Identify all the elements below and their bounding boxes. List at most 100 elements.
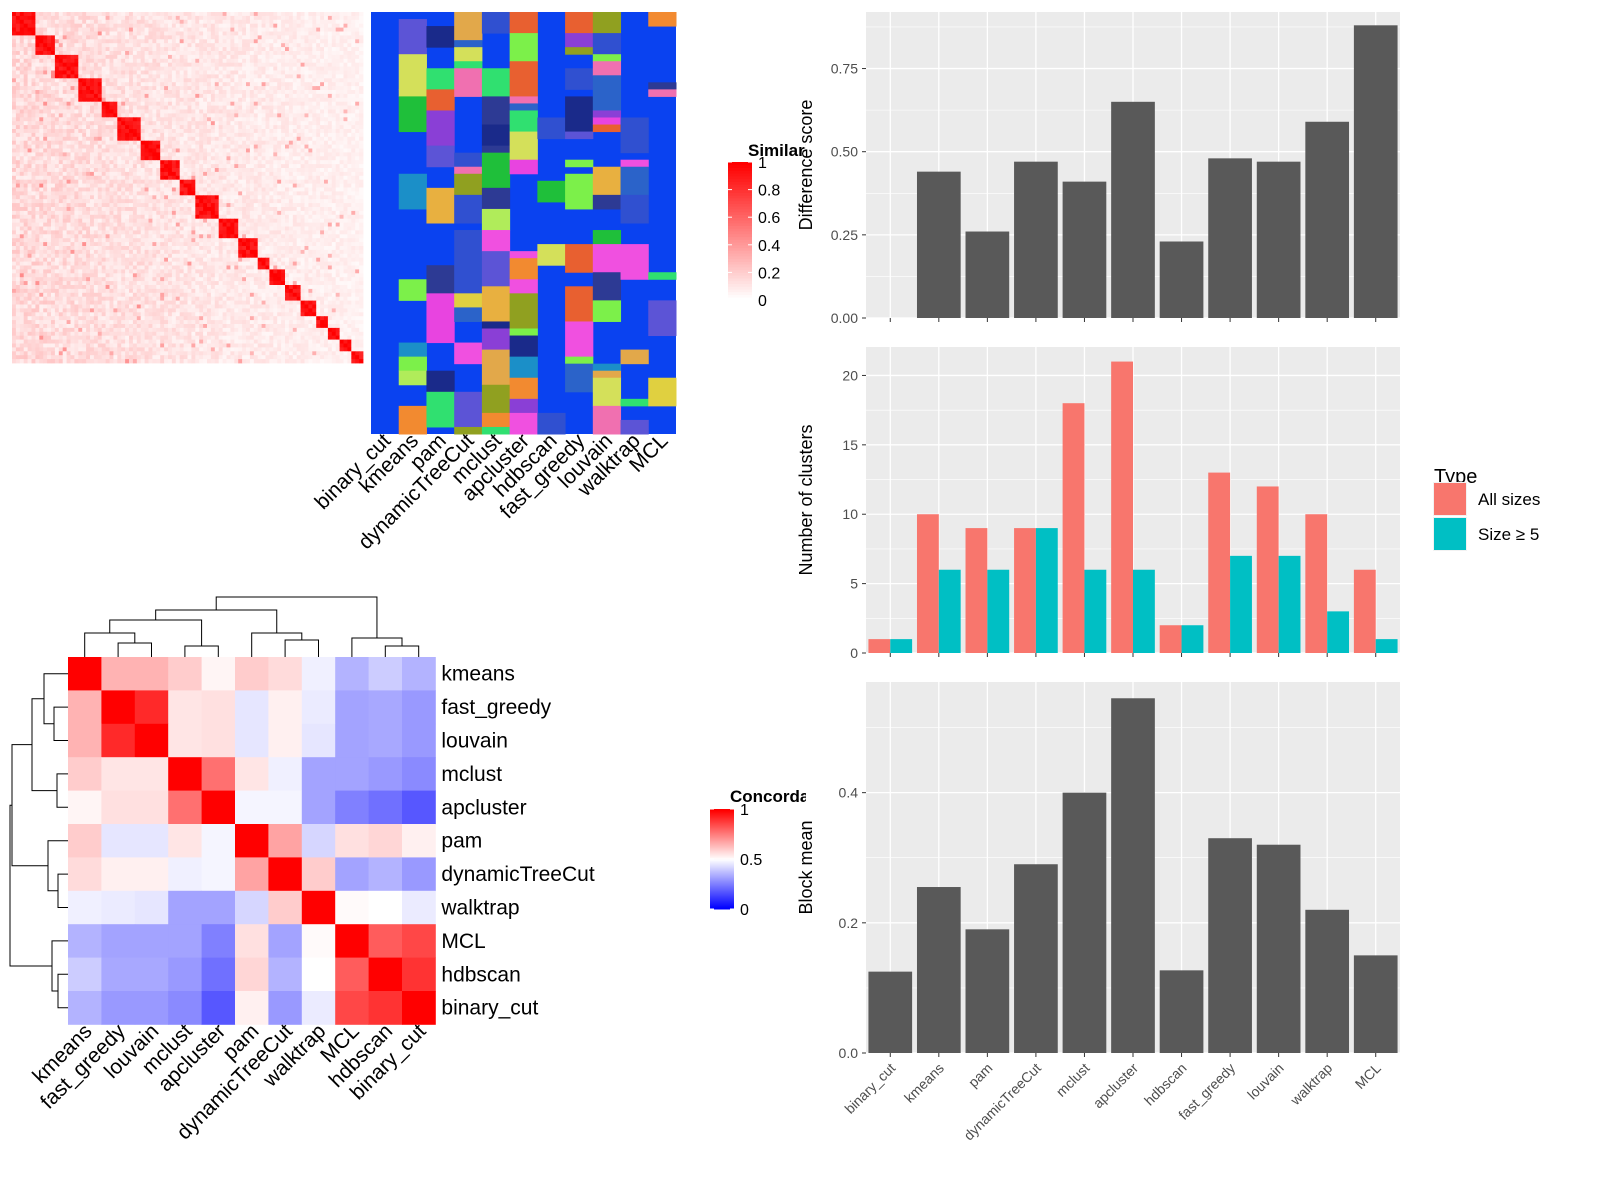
similarity-cell xyxy=(249,207,255,212)
similarity-cell xyxy=(296,144,301,149)
similarity-cell xyxy=(234,195,239,200)
similarity-cell xyxy=(347,191,352,196)
similarity-cell xyxy=(183,136,188,142)
similarity-cell xyxy=(191,156,196,161)
similarity-cell xyxy=(23,82,28,87)
similarity-cell xyxy=(156,195,161,200)
similarity-cell xyxy=(288,222,294,227)
similarity-cell xyxy=(230,19,235,25)
similarity-cell xyxy=(238,82,243,87)
similarity-cell xyxy=(281,132,286,138)
similarity-cell xyxy=(82,97,87,103)
similarity-cell xyxy=(168,97,173,103)
similarity-cell xyxy=(129,210,134,216)
similarity-cell xyxy=(90,39,95,44)
similarity-cell xyxy=(347,12,352,17)
similarity-cell xyxy=(183,140,188,145)
similarity-cell xyxy=(78,187,83,192)
similarity-cell xyxy=(140,199,145,204)
similarity-cell xyxy=(101,74,106,79)
similarity-cell xyxy=(355,140,360,145)
similarity-cell xyxy=(19,187,25,192)
similarity-cell xyxy=(171,156,177,161)
similarity-cell xyxy=(316,15,321,21)
similarity-cell xyxy=(230,222,235,227)
similarity-cell xyxy=(54,195,60,200)
similarity-cell xyxy=(335,199,340,204)
similarity-cell xyxy=(82,70,87,75)
similarity-cell xyxy=(51,207,56,212)
similarity-cell xyxy=(148,148,153,153)
similarity-cell xyxy=(148,101,153,106)
similarity-cell xyxy=(253,164,259,169)
similarity-cell xyxy=(144,160,149,165)
similarity-cell xyxy=(203,70,208,75)
similarity-cell xyxy=(31,39,36,44)
similarity-cell xyxy=(308,132,313,138)
similarity-cell xyxy=(129,171,134,177)
similarity-cell xyxy=(355,35,360,40)
similarity-cell xyxy=(51,62,56,67)
similarity-cell xyxy=(140,187,145,192)
similarity-cell xyxy=(35,23,40,28)
similarity-cell xyxy=(160,12,165,17)
similarity-cell xyxy=(222,23,227,28)
similarity-cell xyxy=(12,78,17,83)
similarity-cell xyxy=(117,74,122,79)
similarity-cell xyxy=(351,171,356,177)
similarity-cell xyxy=(359,35,364,40)
similarity-cell xyxy=(144,195,149,200)
similarity-cell xyxy=(335,148,340,153)
similarity-cell xyxy=(144,101,149,106)
similarity-cell xyxy=(58,121,64,126)
similarity-cell xyxy=(249,113,255,118)
similarity-cell xyxy=(210,125,216,130)
similarity-cell xyxy=(296,82,301,87)
similarity-cell xyxy=(58,125,64,130)
similarity-cell xyxy=(129,132,134,138)
similarity-cell xyxy=(351,191,356,196)
similarity-cell xyxy=(152,207,157,212)
similarity-cell xyxy=(58,164,64,169)
similarity-cell xyxy=(269,19,274,25)
similarity-cell xyxy=(339,97,344,103)
similarity-cell xyxy=(74,66,79,71)
similarity-cell xyxy=(51,113,56,118)
similarity-cell xyxy=(249,58,255,64)
similarity-cell xyxy=(148,86,153,91)
similarity-cell xyxy=(82,101,87,106)
similarity-cell xyxy=(210,171,216,177)
similarity-cell xyxy=(199,156,204,161)
similarity-cell xyxy=(12,222,17,227)
similarity-cell xyxy=(304,19,309,25)
similarity-cell xyxy=(246,35,251,40)
similarity-cell xyxy=(90,82,95,87)
similarity-cell xyxy=(304,66,309,71)
similarity-cell xyxy=(261,97,266,103)
similarity-cell xyxy=(238,168,243,173)
similarity-cell xyxy=(74,203,79,208)
similarity-cell xyxy=(156,15,161,21)
similarity-cell xyxy=(347,58,352,64)
similarity-cell xyxy=(156,90,161,95)
similarity-cell xyxy=(82,78,87,83)
similarity-cell xyxy=(62,171,67,177)
similarity-cell xyxy=(316,39,321,44)
similarity-cell xyxy=(70,183,75,188)
similarity-cell xyxy=(351,47,356,52)
similarity-cell xyxy=(195,191,200,196)
similarity-cell xyxy=(168,54,173,60)
similarity-cell xyxy=(218,93,223,99)
similarity-cell xyxy=(234,191,239,196)
similarity-cell xyxy=(324,191,329,196)
similarity-cell xyxy=(238,171,243,177)
similarity-cell xyxy=(203,23,208,28)
similarity-cell xyxy=(132,144,138,149)
similarity-cell xyxy=(129,27,134,32)
similarity-cell xyxy=(27,136,32,142)
similarity-cell xyxy=(148,187,153,192)
similarity-cell xyxy=(39,171,44,177)
similarity-cell xyxy=(156,82,161,87)
similarity-cell xyxy=(113,129,118,134)
similarity-cell xyxy=(347,144,352,149)
